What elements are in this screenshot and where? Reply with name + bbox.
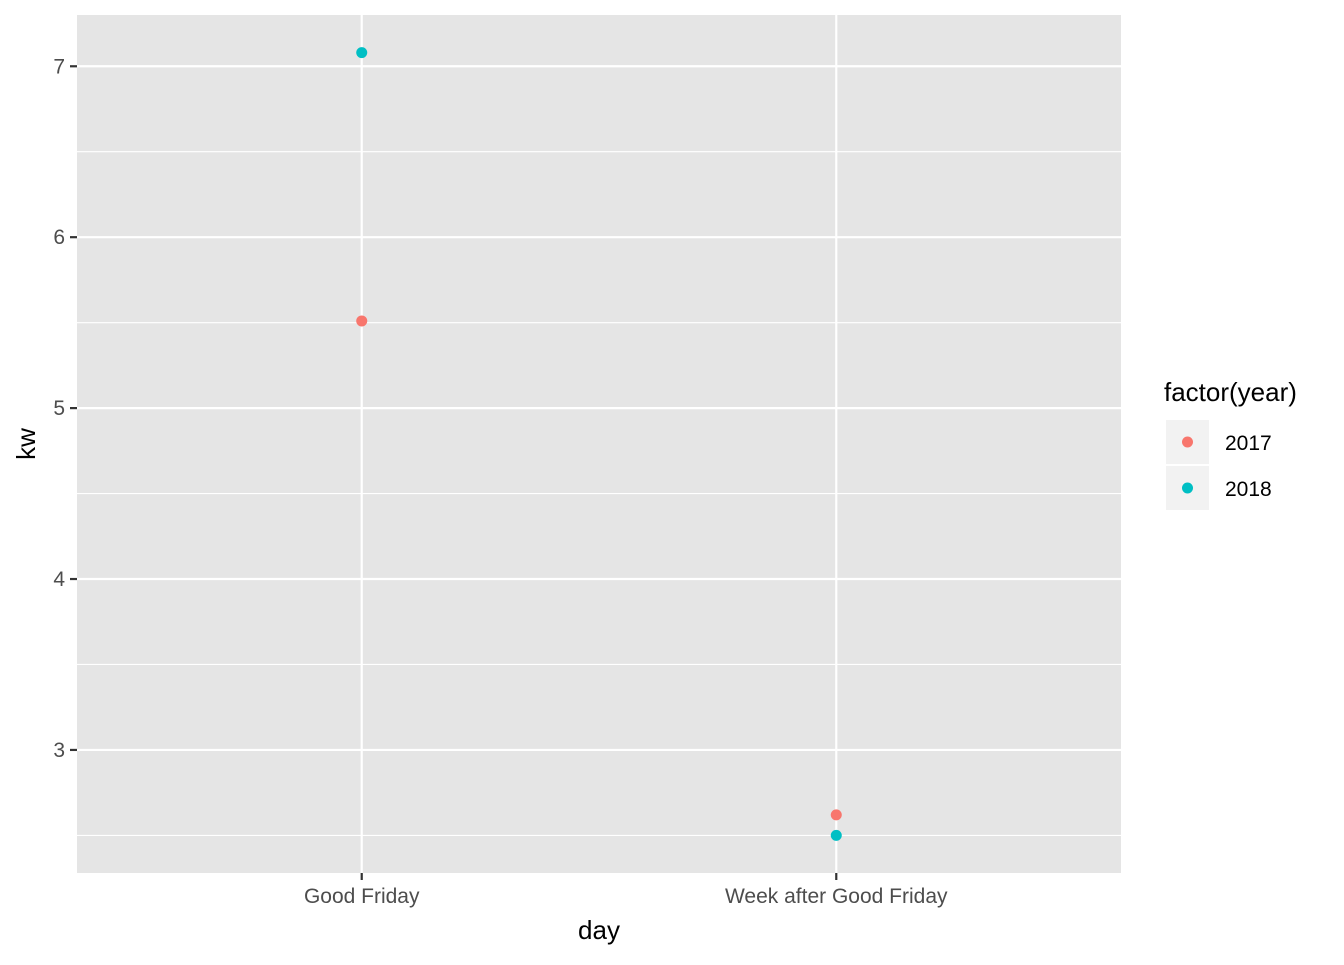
legend: factor(year) 2017 2018 [1164, 377, 1297, 510]
data-point-2017 [356, 315, 368, 327]
data-point-2018 [830, 829, 842, 841]
grid-lines [77, 15, 1121, 873]
y-tick-label: 5 [53, 397, 65, 420]
y-axis-title: kw [11, 428, 41, 460]
x-axis-title: day [578, 915, 620, 945]
legend-label-2018: 2018 [1225, 478, 1272, 501]
axes: 3 4 5 6 7 Good Friday Week after Good Friday [53, 55, 948, 908]
data-point-2017 [830, 809, 842, 821]
data-points [356, 47, 842, 841]
y-tick-label: 7 [53, 55, 65, 78]
data-point-2018 [356, 47, 368, 59]
y-tick-label: 4 [53, 568, 65, 591]
x-tick-label: Good Friday [304, 885, 420, 908]
legend-marker-2018 [1182, 482, 1193, 494]
legend-title: factor(year) [1164, 377, 1297, 407]
y-tick-label: 3 [53, 739, 65, 762]
y-tick-label: 6 [53, 226, 65, 249]
plot-panel [77, 15, 1121, 873]
x-tick-label: Week after Good Friday [725, 885, 948, 908]
panel-background [77, 15, 1121, 873]
legend-marker-2017 [1182, 436, 1193, 448]
legend-label-2017: 2017 [1225, 432, 1272, 455]
